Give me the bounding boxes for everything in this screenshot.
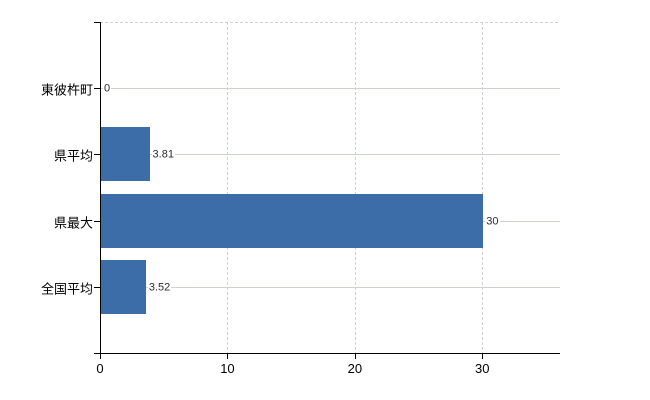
x-axis-line	[100, 353, 560, 354]
bar-2	[101, 127, 150, 182]
horizontal-gridline	[101, 88, 560, 90]
category-label: 東彼杵町	[40, 82, 93, 98]
y-axis-line	[100, 22, 101, 354]
bar-value-label: 3.52	[147, 281, 172, 295]
plot-top-border	[100, 22, 560, 23]
vertical-gridline	[354, 22, 356, 353]
x-axis-tick-label: 10	[220, 361, 235, 376]
vertical-gridline	[482, 22, 484, 353]
bar-value-label: 0	[103, 82, 112, 96]
horizontal-gridline	[101, 154, 560, 156]
bar-value-label: 30	[485, 215, 500, 229]
bar-4	[101, 259, 146, 314]
x-axis-tick-label: 0	[96, 361, 104, 376]
x-axis-tick	[227, 353, 229, 359]
bar-3	[101, 193, 484, 248]
x-axis-tick-label: 20	[347, 361, 363, 376]
bar-value-label: 3.81	[151, 148, 175, 162]
x-axis-tick	[482, 353, 484, 359]
vertical-gridline	[227, 22, 229, 353]
category-tick	[94, 154, 100, 156]
y-axis-top-tick	[94, 22, 100, 23]
category-tick	[94, 88, 100, 90]
x-axis-tick	[100, 353, 101, 359]
y-axis-bottom-tick	[94, 353, 100, 354]
category-label: 全国平均	[40, 281, 93, 297]
category-label: 県最大	[53, 215, 93, 231]
x-axis-tick	[354, 353, 356, 359]
horizontal-gridline	[101, 286, 560, 288]
x-axis-tick-label: 30	[475, 361, 490, 376]
category-label: 県平均	[53, 148, 93, 164]
category-tick	[94, 286, 100, 288]
category-tick	[94, 220, 100, 222]
